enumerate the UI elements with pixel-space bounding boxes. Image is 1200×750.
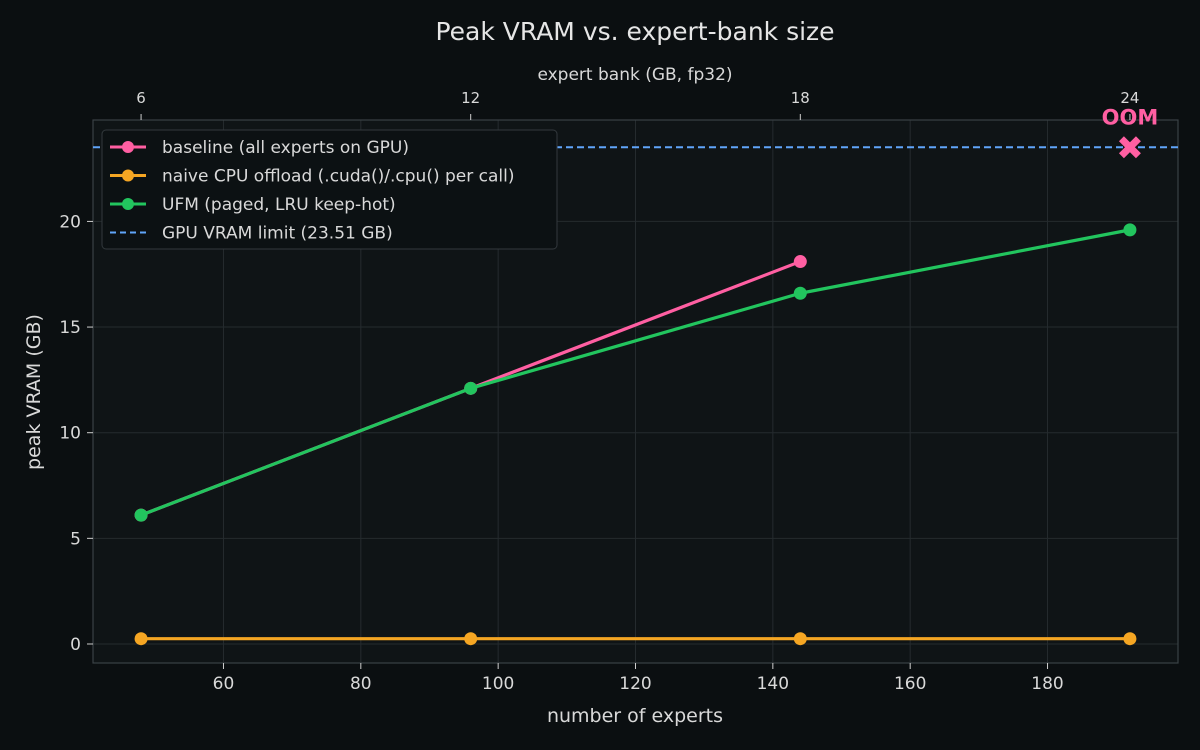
top-tick-label: 24 <box>1120 89 1139 107</box>
y-tick-label: 15 <box>59 318 81 338</box>
chart-title: Peak VRAM vs. expert-bank size <box>435 17 834 46</box>
top-axis-label: expert bank (GB, fp32) <box>537 65 732 85</box>
data-point <box>1123 223 1137 237</box>
data-point <box>134 508 148 522</box>
legend-swatch-marker <box>122 198 134 210</box>
top-tick-label: 18 <box>791 89 810 107</box>
legend-label: baseline (all experts on GPU) <box>162 138 409 158</box>
oom-label: OOM <box>1102 105 1159 129</box>
x-tick-label: 140 <box>757 674 789 694</box>
data-point <box>1123 632 1137 646</box>
data-point <box>793 286 807 300</box>
x-tick-label: 160 <box>894 674 926 694</box>
x-tick-label: 60 <box>213 674 235 694</box>
x-axis-label: number of experts <box>547 705 723 727</box>
top-tick-label: 6 <box>136 89 146 107</box>
oom-marker <box>1118 136 1141 159</box>
x-tick-label: 100 <box>482 674 514 694</box>
legend-label: UFM (paged, LRU keep-hot) <box>162 195 396 215</box>
legend: baseline (all experts on GPU) naive CPU o… <box>101 129 558 250</box>
y-tick-label: 20 <box>59 212 81 232</box>
legend-swatch-marker <box>122 141 134 153</box>
top-tick-label: 12 <box>461 89 480 107</box>
y-tick-label: 5 <box>70 529 81 549</box>
x-tick-label: 80 <box>350 674 372 694</box>
legend-box <box>101 129 558 250</box>
y-tick-label: 10 <box>59 424 81 444</box>
data-point <box>134 632 148 646</box>
legend-label: naive CPU offload (.cuda()/.cpu() per ca… <box>162 167 514 187</box>
x-tick-label: 180 <box>1031 674 1063 694</box>
data-point <box>793 632 807 646</box>
data-point <box>793 255 807 269</box>
x-tick-label: 120 <box>619 674 651 694</box>
legend-label: GPU VRAM limit (23.51 GB) <box>162 224 393 244</box>
legend-swatch-marker <box>122 169 134 182</box>
y-axis-label: peak VRAM (GB) <box>23 314 45 470</box>
y-tick-label: 0 <box>70 635 81 655</box>
data-point <box>464 381 478 395</box>
series-line <box>140 228 1131 517</box>
data-point <box>464 632 478 646</box>
